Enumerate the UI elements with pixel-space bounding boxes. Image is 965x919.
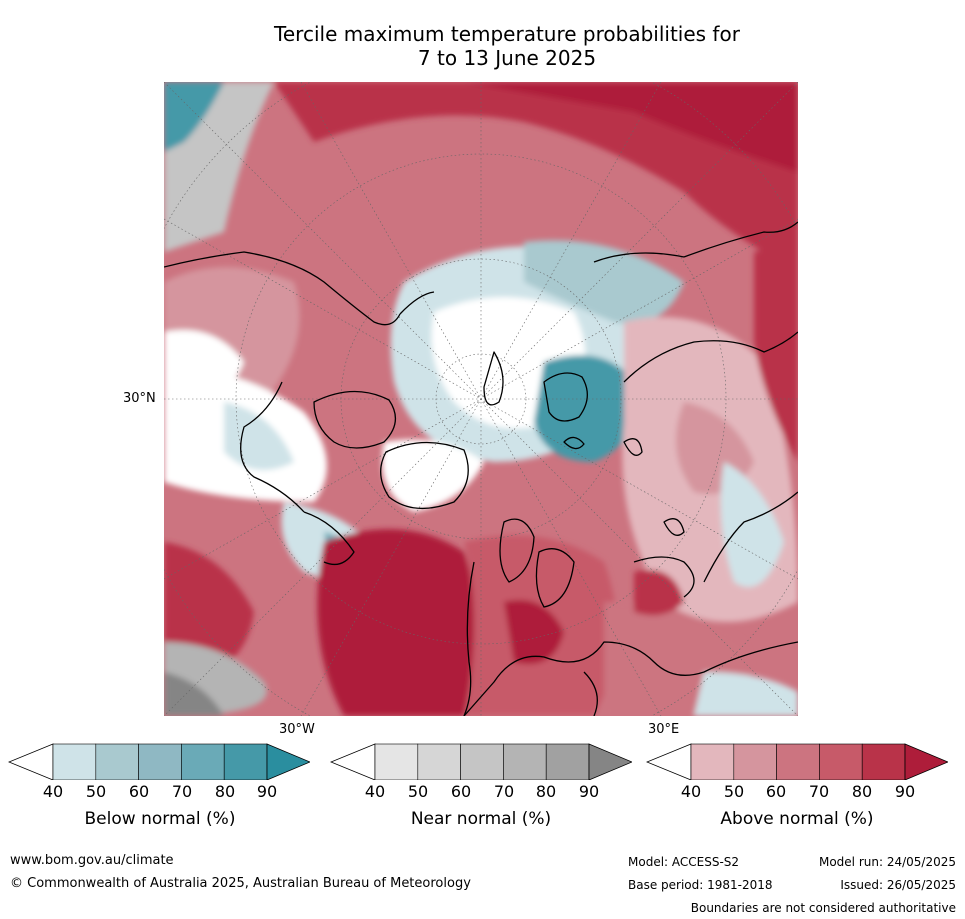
region-siberia: [534, 355, 636, 462]
model-name: Model: ACCESS-S2: [628, 855, 740, 869]
figure-title-line-1: Tercile maximum temperature probabilitie…: [274, 22, 740, 46]
region-north-atlantic: [317, 529, 479, 716]
colorbar-above-tick: 60: [765, 782, 787, 801]
probability-map: [164, 82, 798, 716]
colorbar-segment: [776, 743, 820, 780]
colorbar-segment: [417, 743, 461, 780]
colorbar-segment: [374, 743, 419, 780]
colorbar-above-tick: 70: [808, 782, 830, 801]
colorbar-segment: [52, 743, 97, 780]
colorbar-above-tick: 80: [851, 782, 873, 801]
copyright-text: © Commonwealth of Australia 2025, Austra…: [10, 876, 471, 891]
coastlines: [164, 221, 798, 716]
colorbar-near-normal: [330, 743, 632, 780]
colorbar-near-tick: 90: [578, 782, 600, 801]
colorbar-low-arrow: [330, 743, 376, 780]
model-run-date: Model run: 24/05/2025: [818, 855, 956, 869]
colorbar-segment: [223, 743, 268, 780]
colorbar-near-tick: 50: [407, 782, 429, 801]
colorbar-segment: [819, 743, 863, 780]
colorbar-below-normal: [8, 743, 310, 780]
base-period: Base period: 1981-2018: [628, 878, 773, 892]
colorbar-below-tick: 90: [256, 782, 278, 801]
colorbar-near-tick: 60: [450, 782, 472, 801]
colorbar-below-tick: 50: [85, 782, 107, 801]
colorbar-segment: [181, 743, 225, 780]
longitude-label-30w: 30°W: [279, 722, 315, 737]
map-svg: [164, 82, 798, 716]
graticule: [164, 82, 798, 716]
colorbar-above-tick: 90: [894, 782, 916, 801]
colorbar-below-tick: 80: [214, 782, 236, 801]
longitude-label-30e: 30°E: [648, 722, 680, 737]
colorbar-above-tick: 40: [680, 782, 702, 801]
colorbar-segment: [460, 743, 504, 780]
colorbar-low-arrow: [8, 743, 54, 780]
region-north-pacific: [274, 82, 798, 272]
issued-date: Issued: 26/05/2025: [840, 878, 956, 892]
colorbar-near-title: Near normal (%): [410, 809, 552, 829]
colorbar-segment: [545, 743, 590, 780]
colorbar-segment: [95, 743, 139, 780]
colorbar-below-title: Below normal (%): [84, 809, 236, 829]
colorbar-high-arrow: [266, 743, 310, 780]
figure-title-line-2: 7 to 13 June 2025: [417, 46, 597, 70]
colorbar-high-arrow: [588, 743, 632, 780]
boundaries-disclaimer: Boundaries are not considered authoritat…: [690, 901, 956, 915]
colorbar-segment: [733, 743, 777, 780]
latitude-label-30n: 30°N: [123, 391, 156, 406]
colorbar-segment: [503, 743, 547, 780]
colorbar-below-tick: 40: [42, 782, 64, 801]
colorbar-below-tick: 60: [128, 782, 150, 801]
colorbar-below-tick: 70: [171, 782, 193, 801]
colorbar-near-tick: 70: [493, 782, 515, 801]
probability-fields: [164, 82, 798, 716]
colorbar-low-arrow: [646, 743, 692, 780]
colorbar-high-arrow: [904, 743, 948, 780]
colorbar-above-title: Above normal (%): [720, 809, 874, 829]
colorbar-segment: [138, 743, 182, 780]
colorbar-segment: [861, 743, 906, 780]
colorbar-near-tick: 80: [535, 782, 557, 801]
colorbar-above-normal: [646, 743, 948, 780]
website-link[interactable]: www.bom.gov.au/climate: [10, 853, 174, 868]
colorbar-above-tick: 50: [723, 782, 745, 801]
colorbar-segment: [690, 743, 735, 780]
colorbar-near-tick: 40: [364, 782, 386, 801]
